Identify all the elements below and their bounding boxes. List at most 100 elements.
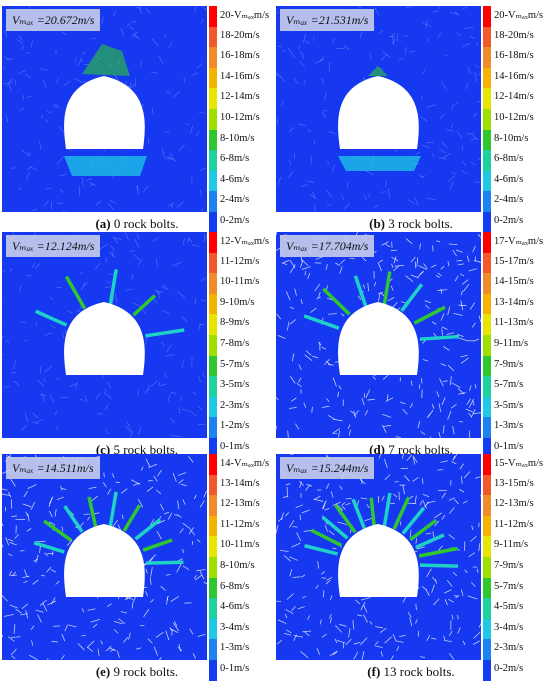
rock-bolt-vector bbox=[402, 284, 422, 310]
legend-item: 15-17m/s bbox=[483, 253, 545, 274]
legend-item: 11-12m/s bbox=[209, 516, 271, 537]
legend-label: 5-7m/s bbox=[494, 379, 523, 390]
vector-plot bbox=[276, 6, 481, 212]
legend-swatch bbox=[209, 516, 217, 537]
legend-swatch bbox=[483, 376, 491, 397]
rock-bolt-vector bbox=[89, 497, 96, 527]
legend-swatch bbox=[483, 619, 491, 640]
legend-item: 4-6m/s bbox=[483, 171, 545, 192]
vector-plot bbox=[2, 454, 207, 660]
legend-item: 13-14m/s bbox=[483, 294, 545, 315]
rock-bolt-vector bbox=[394, 497, 409, 529]
caption-text: 9 rock bolts. bbox=[110, 664, 178, 679]
legend-label: 14-Vₘₐₓm/s bbox=[220, 457, 269, 469]
legend-item: 10-12m/s bbox=[483, 109, 545, 130]
panel-b: Vₘₐₓ =21.531m/s 20-Vₘₐₓm/s 18-20m/s 16-18m/… bbox=[276, 6, 546, 236]
legend-item: 4-5m/s bbox=[483, 598, 545, 619]
legend-item: 6-8m/s bbox=[209, 150, 271, 171]
legend-item: 1-3m/s bbox=[483, 417, 545, 438]
legend-item: 17-Vₘₐₓm/s bbox=[483, 232, 545, 253]
legend-label: 2-4m/s bbox=[494, 194, 523, 205]
legend-item: 15-Vₘₐₓm/s bbox=[483, 454, 545, 475]
legend-label: 7-9m/s bbox=[494, 560, 523, 571]
legend-label: 11-13m/s bbox=[494, 317, 533, 328]
legend-item: 3-4m/s bbox=[209, 619, 271, 640]
rock-bolt-vector bbox=[305, 546, 338, 554]
legend-item: 12-Vₘₐₓm/s bbox=[209, 232, 271, 253]
legend-label: 13-14m/s bbox=[220, 478, 260, 489]
rock-bolt-vector bbox=[34, 543, 64, 552]
legend-swatch bbox=[483, 109, 491, 130]
legend-label: 18-20m/s bbox=[494, 30, 534, 41]
legend-item: 9-11m/s bbox=[483, 536, 545, 557]
legend-swatch bbox=[209, 598, 217, 619]
legend-swatch bbox=[483, 47, 491, 68]
legend-label: 5-7m/s bbox=[494, 581, 523, 592]
legend-swatch bbox=[483, 536, 491, 557]
rock-bolt-vector bbox=[145, 330, 184, 336]
legend-swatch bbox=[209, 253, 217, 274]
legend-label: 6-8m/s bbox=[220, 153, 249, 164]
legend-label: 10-11m/s bbox=[220, 539, 259, 550]
legend-swatch bbox=[209, 397, 217, 418]
legend-label: 5-7m/s bbox=[220, 359, 249, 370]
rock-bolt-vector bbox=[384, 271, 390, 304]
legend-label: 6-8m/s bbox=[220, 581, 249, 592]
legend-label: 9-11m/s bbox=[494, 338, 528, 349]
legend-swatch bbox=[209, 171, 217, 192]
legend-swatch bbox=[483, 516, 491, 537]
legend-item: 8-9m/s bbox=[209, 314, 271, 335]
legend-swatch bbox=[483, 639, 491, 660]
legend-item: 11-12m/s bbox=[483, 516, 545, 537]
vector-plot bbox=[2, 6, 207, 212]
legend-swatch bbox=[209, 130, 217, 151]
rock-bolt-vector bbox=[384, 493, 390, 527]
legend-label: 2-3m/s bbox=[494, 642, 523, 653]
vmax-label: Vₘₐₓ =12.124m/s bbox=[6, 235, 100, 257]
caption-text: 13 rock bolts. bbox=[380, 664, 454, 679]
legend-label: 7-8m/s bbox=[220, 338, 249, 349]
legend-label: 16-18m/s bbox=[494, 50, 534, 61]
legend-label: 2-3m/s bbox=[220, 400, 249, 411]
legend-item: 8-10m/s bbox=[483, 130, 545, 151]
legend-item: 4-6m/s bbox=[209, 598, 271, 619]
velocity-field: Vₘₐₓ =12.124m/s bbox=[2, 232, 207, 438]
caption-id: (a) bbox=[95, 216, 110, 231]
legend-swatch bbox=[483, 598, 491, 619]
legend-swatch bbox=[483, 191, 491, 212]
legend-item: 8-10m/s bbox=[209, 557, 271, 578]
legend-swatch bbox=[483, 6, 491, 27]
vmax-label: Vₘₐₓ =21.531m/s bbox=[280, 9, 374, 31]
legend-swatch bbox=[209, 150, 217, 171]
legend-item: 12-13m/s bbox=[483, 495, 545, 516]
legend-item: 18-20m/s bbox=[209, 27, 271, 48]
legend-item: 11-12m/s bbox=[209, 253, 271, 274]
legend-swatch bbox=[209, 557, 217, 578]
rock-bolt-vector bbox=[311, 530, 341, 545]
legend-label: 14-16m/s bbox=[220, 71, 260, 82]
legend-label: 10-12m/s bbox=[220, 112, 260, 123]
legend-swatch bbox=[483, 232, 491, 253]
legend-label: 8-10m/s bbox=[494, 133, 528, 144]
vmax-label: Vₘₐₓ =17.704m/s bbox=[280, 235, 374, 257]
legend-label: 10-11m/s bbox=[220, 276, 259, 287]
legend-label: 15-Vₘₐₓm/s bbox=[494, 457, 543, 469]
legend-label: 1-3m/s bbox=[220, 642, 249, 653]
floor-velocity-zone bbox=[338, 156, 421, 171]
legend-label: 20-Vₘₐₓm/s bbox=[494, 9, 543, 21]
legend-swatch bbox=[483, 417, 491, 438]
legend-label: 6-8m/s bbox=[494, 153, 523, 164]
legend-swatch bbox=[483, 68, 491, 89]
legend-item: 12-14m/s bbox=[209, 88, 271, 109]
legend-item: 7-8m/s bbox=[209, 335, 271, 356]
legend-swatch bbox=[483, 356, 491, 377]
legend-item: 14-Vₘₐₓm/s bbox=[209, 454, 271, 475]
legend-swatch bbox=[483, 27, 491, 48]
tunnel-opening bbox=[338, 76, 419, 149]
legend-label: 17-Vₘₐₓm/s bbox=[494, 235, 543, 247]
